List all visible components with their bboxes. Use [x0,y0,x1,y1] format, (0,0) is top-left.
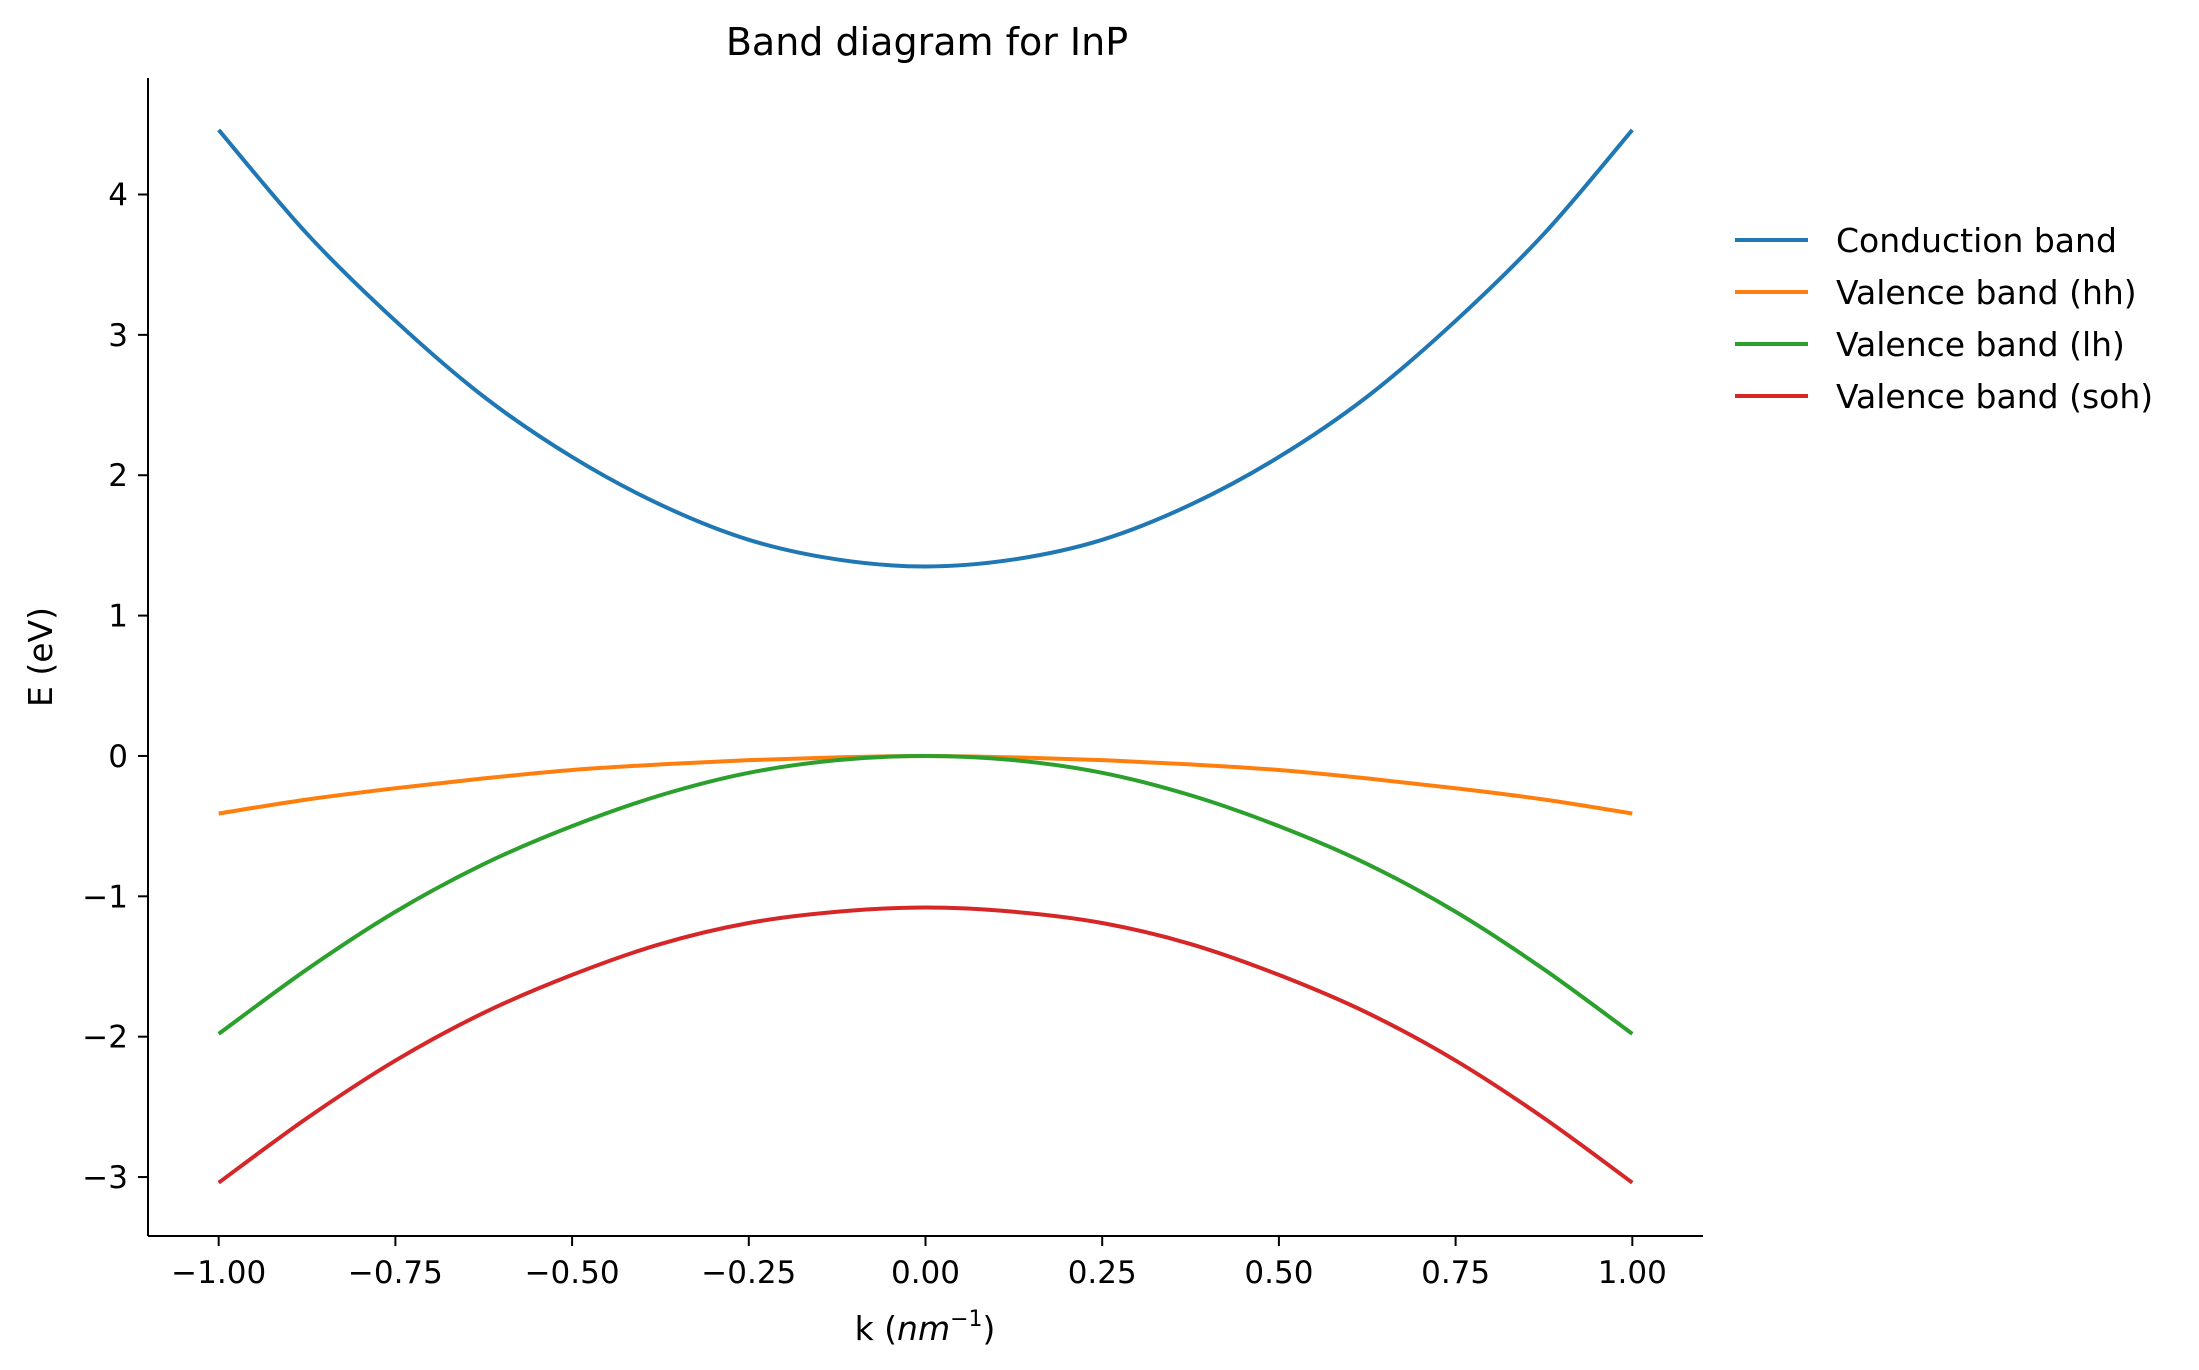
series-lines [217,128,1634,1185]
chart-title: Band diagram for InP [726,20,1128,64]
y-axis-ticks: −3 −2 −1 0 1 2 3 4 [82,178,148,1196]
x-tick-label: −0.25 [701,1255,796,1291]
x-axis-ticks: −1.00 −0.75 −0.50 −0.25 0.00 0.25 0.50 0.75 1.00 [171,1236,1667,1291]
y-axis-label: E (eV) [21,607,60,707]
legend: Conduction band Valence band (hh) Valence … [1735,221,2153,416]
x-axis-label: k (nm−1) [855,1307,996,1348]
legend-label-0: Conduction band [1836,221,2117,260]
x-tick-label: −1.00 [171,1255,266,1291]
legend-label-3: Valence band (soh) [1836,377,2153,416]
x-tick-label: −0.75 [348,1255,443,1291]
y-tick-label: −3 [82,1160,128,1196]
y-tick-label: −1 [82,879,128,915]
y-tick-label: 0 [108,739,128,775]
series-line-3 [217,905,1634,1185]
x-tick-label: 0.50 [1244,1255,1313,1291]
legend-label-1: Valence band (hh) [1836,273,2137,312]
series-line-0 [217,128,1634,569]
x-tick-label: 0.00 [891,1255,960,1291]
x-tick-label: 0.25 [1068,1255,1137,1291]
y-tick-label: −2 [82,1020,128,1056]
plot-area: −1.00 −0.75 −0.50 −0.25 0.00 0.25 0.50 0.75 1.00… [82,78,1703,1291]
series-line-2 [217,753,1634,1036]
x-tick-label: 0.75 [1421,1255,1490,1291]
y-tick-label: 2 [108,458,128,494]
x-tick-label: 1.00 [1598,1255,1667,1291]
x-tick-label: −0.50 [525,1255,620,1291]
series-line-1 [218,753,1633,816]
legend-label-2: Valence band (lh) [1836,325,2125,364]
y-tick-label: 1 [108,599,128,635]
y-tick-label: 4 [108,178,128,214]
y-tick-label: 3 [108,318,128,354]
